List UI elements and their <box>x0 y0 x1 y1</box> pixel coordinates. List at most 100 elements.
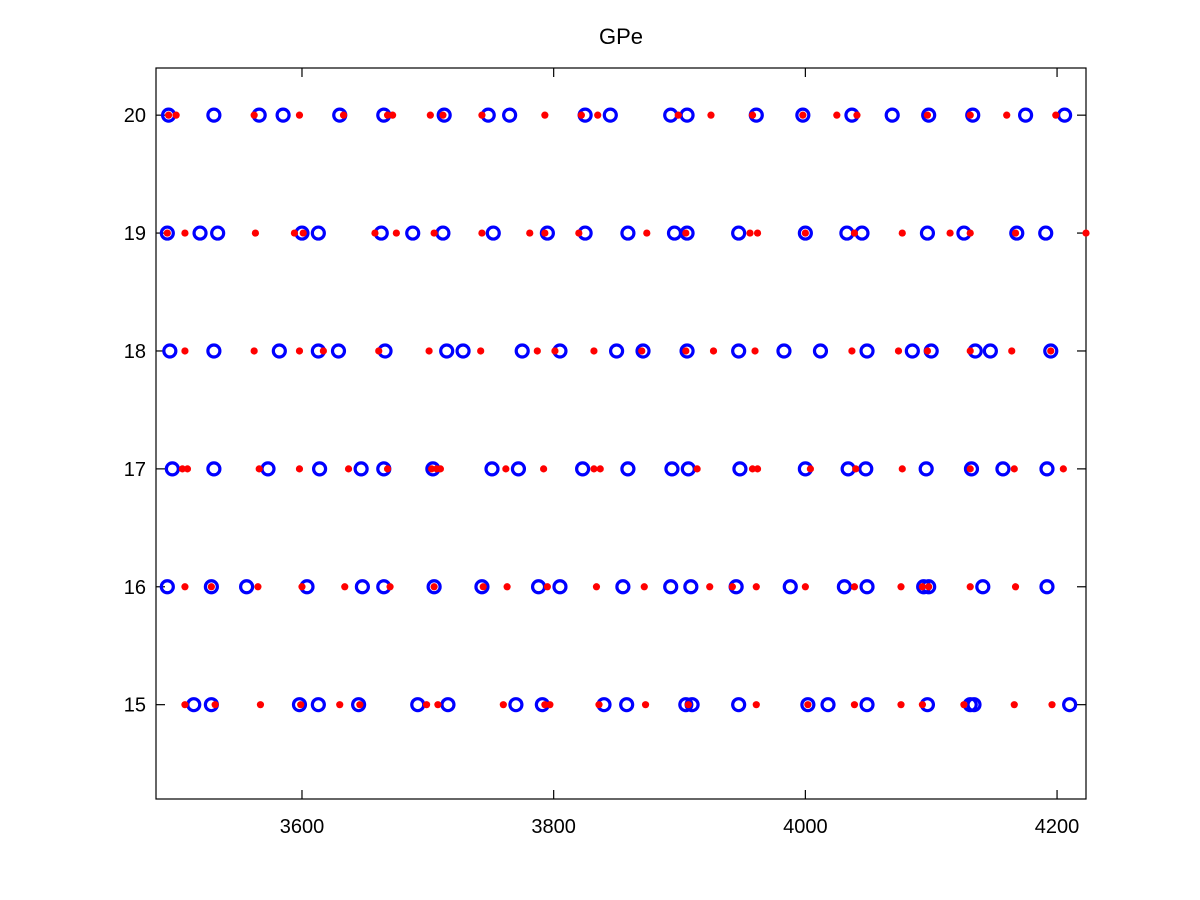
blue-circle-point <box>485 225 501 241</box>
red-dot-point <box>693 465 701 473</box>
blue-circle-point <box>620 461 636 477</box>
red-dot-point <box>684 701 692 709</box>
blue-circle-point <box>995 461 1011 477</box>
red-dot-point <box>850 701 859 709</box>
red-dot-point <box>706 583 714 591</box>
blue-circle-point <box>664 461 680 477</box>
red-dot-point <box>850 583 859 591</box>
red-dot-point <box>256 701 265 709</box>
red-dot-point <box>746 229 754 237</box>
y-tick-label: 15 <box>124 695 146 717</box>
red-dot-point <box>1059 465 1067 473</box>
red-dot-point <box>541 111 549 119</box>
red-dot-point <box>426 111 434 119</box>
blue-circle-point <box>508 697 524 713</box>
red-dot-point <box>533 347 541 355</box>
red-dot-point <box>752 701 760 709</box>
red-dot-point <box>1011 229 1020 237</box>
red-dot-point <box>804 701 812 709</box>
blue-circle-point <box>192 225 208 241</box>
blue-circle-point <box>291 697 308 713</box>
red-dot-point <box>590 347 598 355</box>
red-dot-point <box>178 465 187 473</box>
blue-circle-point <box>782 579 798 595</box>
blue-circle-point <box>982 343 998 359</box>
blue-circle-point <box>439 343 455 359</box>
blue-circle-point <box>679 343 695 359</box>
red-dot-point <box>541 229 549 237</box>
blue-circle-point <box>619 697 635 713</box>
y-tick-label: 19 <box>124 223 146 245</box>
red-dot-point <box>436 465 445 473</box>
blue-circle-point <box>484 461 500 477</box>
red-dot-point <box>682 229 690 237</box>
red-dot-point <box>499 701 507 709</box>
red-dot-point <box>551 347 559 355</box>
red-dot-point <box>801 583 809 591</box>
red-dot-point <box>434 701 442 709</box>
red-dot-point <box>295 465 304 473</box>
red-dot-point <box>183 465 192 473</box>
red-dot-point <box>211 701 219 709</box>
blue-circle-point <box>731 697 747 713</box>
blue-circle-point <box>275 107 291 123</box>
red-dot-point <box>575 229 583 237</box>
red-dot-point <box>674 111 682 119</box>
blue-circle-point <box>795 107 811 123</box>
red-dot-point <box>477 347 485 355</box>
blue-circle-point <box>271 343 287 359</box>
red-dot-point <box>298 583 306 591</box>
red-dot-point <box>1052 111 1060 119</box>
blue-circle-point <box>405 225 421 241</box>
red-dot-point <box>546 701 554 709</box>
red-dot-point <box>946 229 954 237</box>
red-dot-point <box>894 347 903 355</box>
blue-circle-point <box>963 461 980 477</box>
red-dot-point <box>341 583 349 591</box>
red-dot-point <box>918 583 927 591</box>
red-dot-point <box>596 465 604 473</box>
red-dot-point <box>388 111 397 119</box>
red-dot-point <box>898 229 906 237</box>
blue-circle-point <box>575 461 591 477</box>
red-dot-point <box>543 583 551 591</box>
red-dot-point <box>250 111 258 119</box>
red-dot-point <box>853 111 861 119</box>
blue-circle-point <box>510 461 527 477</box>
blue-circle-point <box>162 343 178 359</box>
red-dot-point <box>254 583 262 591</box>
red-dot-point <box>540 465 548 473</box>
red-dot-point <box>344 465 353 473</box>
red-dot-point <box>295 111 304 119</box>
blue-circle-point <box>474 579 490 595</box>
blue-circle-point <box>354 579 370 595</box>
red-dot-point <box>833 111 841 119</box>
blue-circle-point <box>1062 697 1078 713</box>
red-dot-point <box>392 229 400 237</box>
red-dot-point <box>526 229 534 237</box>
red-dot-point <box>164 111 173 119</box>
y-tick-label: 16 <box>124 577 146 599</box>
red-dot-point <box>640 583 648 591</box>
red-dot-point <box>641 701 650 709</box>
red-dot-point <box>502 465 510 473</box>
blue-circle-point <box>552 579 568 595</box>
y-tick-label: 20 <box>124 105 146 127</box>
red-dot-point <box>478 229 486 237</box>
red-dot-point <box>966 111 974 119</box>
red-dot-point <box>430 229 438 237</box>
red-dot-point <box>682 347 690 355</box>
blue-circle-point <box>797 225 813 241</box>
blue-circle-point <box>859 697 875 713</box>
blue-circle-point <box>330 343 347 359</box>
red-dot-point <box>336 701 344 709</box>
blue-circle-point <box>836 579 852 595</box>
blue-circle-point <box>436 107 452 123</box>
red-dot-point <box>1010 701 1018 709</box>
blue-circle-point <box>679 225 695 241</box>
red-dot-point <box>638 347 646 355</box>
red-dot-point <box>503 583 511 591</box>
blue-circle-point <box>206 343 222 359</box>
red-dot-point <box>479 583 487 591</box>
